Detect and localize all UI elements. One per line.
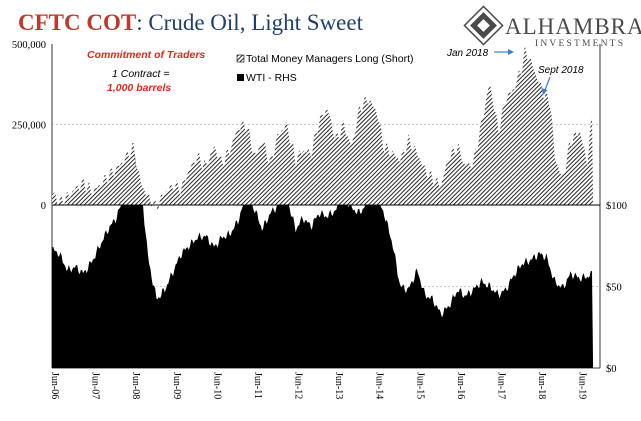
right-tick-label: $0 bbox=[606, 364, 617, 375]
left-axis-ticks: 500,000 250,000 0 bbox=[12, 40, 46, 212]
legend: Total Money Managers Long (Short) WTI - … bbox=[236, 53, 414, 84]
x-tick-label: Jun-17 bbox=[496, 372, 507, 399]
x-tick-label: Jun-16 bbox=[455, 372, 466, 399]
arrow-jan-2018-icon bbox=[494, 49, 514, 55]
logo-sub: INVESTMENTS bbox=[535, 39, 625, 49]
legend-swatch-wti bbox=[237, 74, 244, 81]
annotation-jan-2018: Jan 2018 bbox=[446, 48, 489, 59]
x-tick-label: Jun-15 bbox=[414, 372, 425, 399]
x-axis-ticks: Jun-06 Jun-07 Jun-08 Jun-09 Jun-10 Jun-11 Jun-… bbox=[49, 372, 588, 399]
logo: ALHAMBRA INVESTMENTS bbox=[463, 5, 641, 49]
series-money-managers-area bbox=[52, 46, 594, 211]
x-tick-label: Jun-18 bbox=[536, 372, 547, 399]
note-contract-line2: 1,000 barrels bbox=[107, 82, 171, 94]
note-commitment: Commitment of Traders bbox=[87, 49, 205, 61]
logo-diamond-icon bbox=[463, 5, 504, 46]
chart-title: CFTC COT: Crude Oil, Light Sweet bbox=[18, 10, 364, 35]
x-tick-label: Jun-19 bbox=[577, 372, 588, 399]
series-wti-area bbox=[52, 149, 594, 368]
left-tick-label: 250,000 bbox=[12, 121, 46, 132]
left-tick-label: 500,000 bbox=[12, 40, 46, 51]
x-tick-label: Jun-14 bbox=[374, 372, 385, 399]
annotations: Jan 2018 Sept 2018 bbox=[446, 48, 584, 95]
right-tick-label: $50 bbox=[606, 283, 622, 294]
x-tick-label: Jun-06 bbox=[49, 372, 60, 399]
x-tick-label: Jun-07 bbox=[90, 372, 101, 399]
left-tick-label: 0 bbox=[41, 201, 46, 212]
annotation-sept-2018: Sept 2018 bbox=[538, 65, 584, 76]
title-rest: : Crude Oil, Light Sweet bbox=[136, 10, 363, 35]
x-tick-label: Jun-08 bbox=[130, 372, 141, 399]
x-tick-label: Jun-10 bbox=[211, 372, 222, 399]
legend-label-wti: WTI - RHS bbox=[246, 72, 297, 84]
legend-swatch-money-managers bbox=[236, 54, 245, 63]
right-tick-label: $100 bbox=[606, 201, 627, 212]
note-contract-line1: 1 Contract = bbox=[112, 68, 170, 80]
x-tick-label: Jun-11 bbox=[252, 372, 263, 399]
x-tick-label: Jun-12 bbox=[293, 372, 304, 399]
x-tick-label: Jun-13 bbox=[333, 372, 344, 399]
legend-label-money-managers: Total Money Managers Long (Short) bbox=[246, 53, 414, 65]
title-prefix: CFTC COT bbox=[18, 10, 136, 35]
arrow-sept-2018-icon bbox=[541, 76, 551, 95]
right-axis-ticks: $100 $50 $0 bbox=[606, 201, 627, 375]
logo-name: ALHAMBRA bbox=[505, 14, 641, 39]
x-tick-label: Jun-09 bbox=[171, 372, 182, 399]
